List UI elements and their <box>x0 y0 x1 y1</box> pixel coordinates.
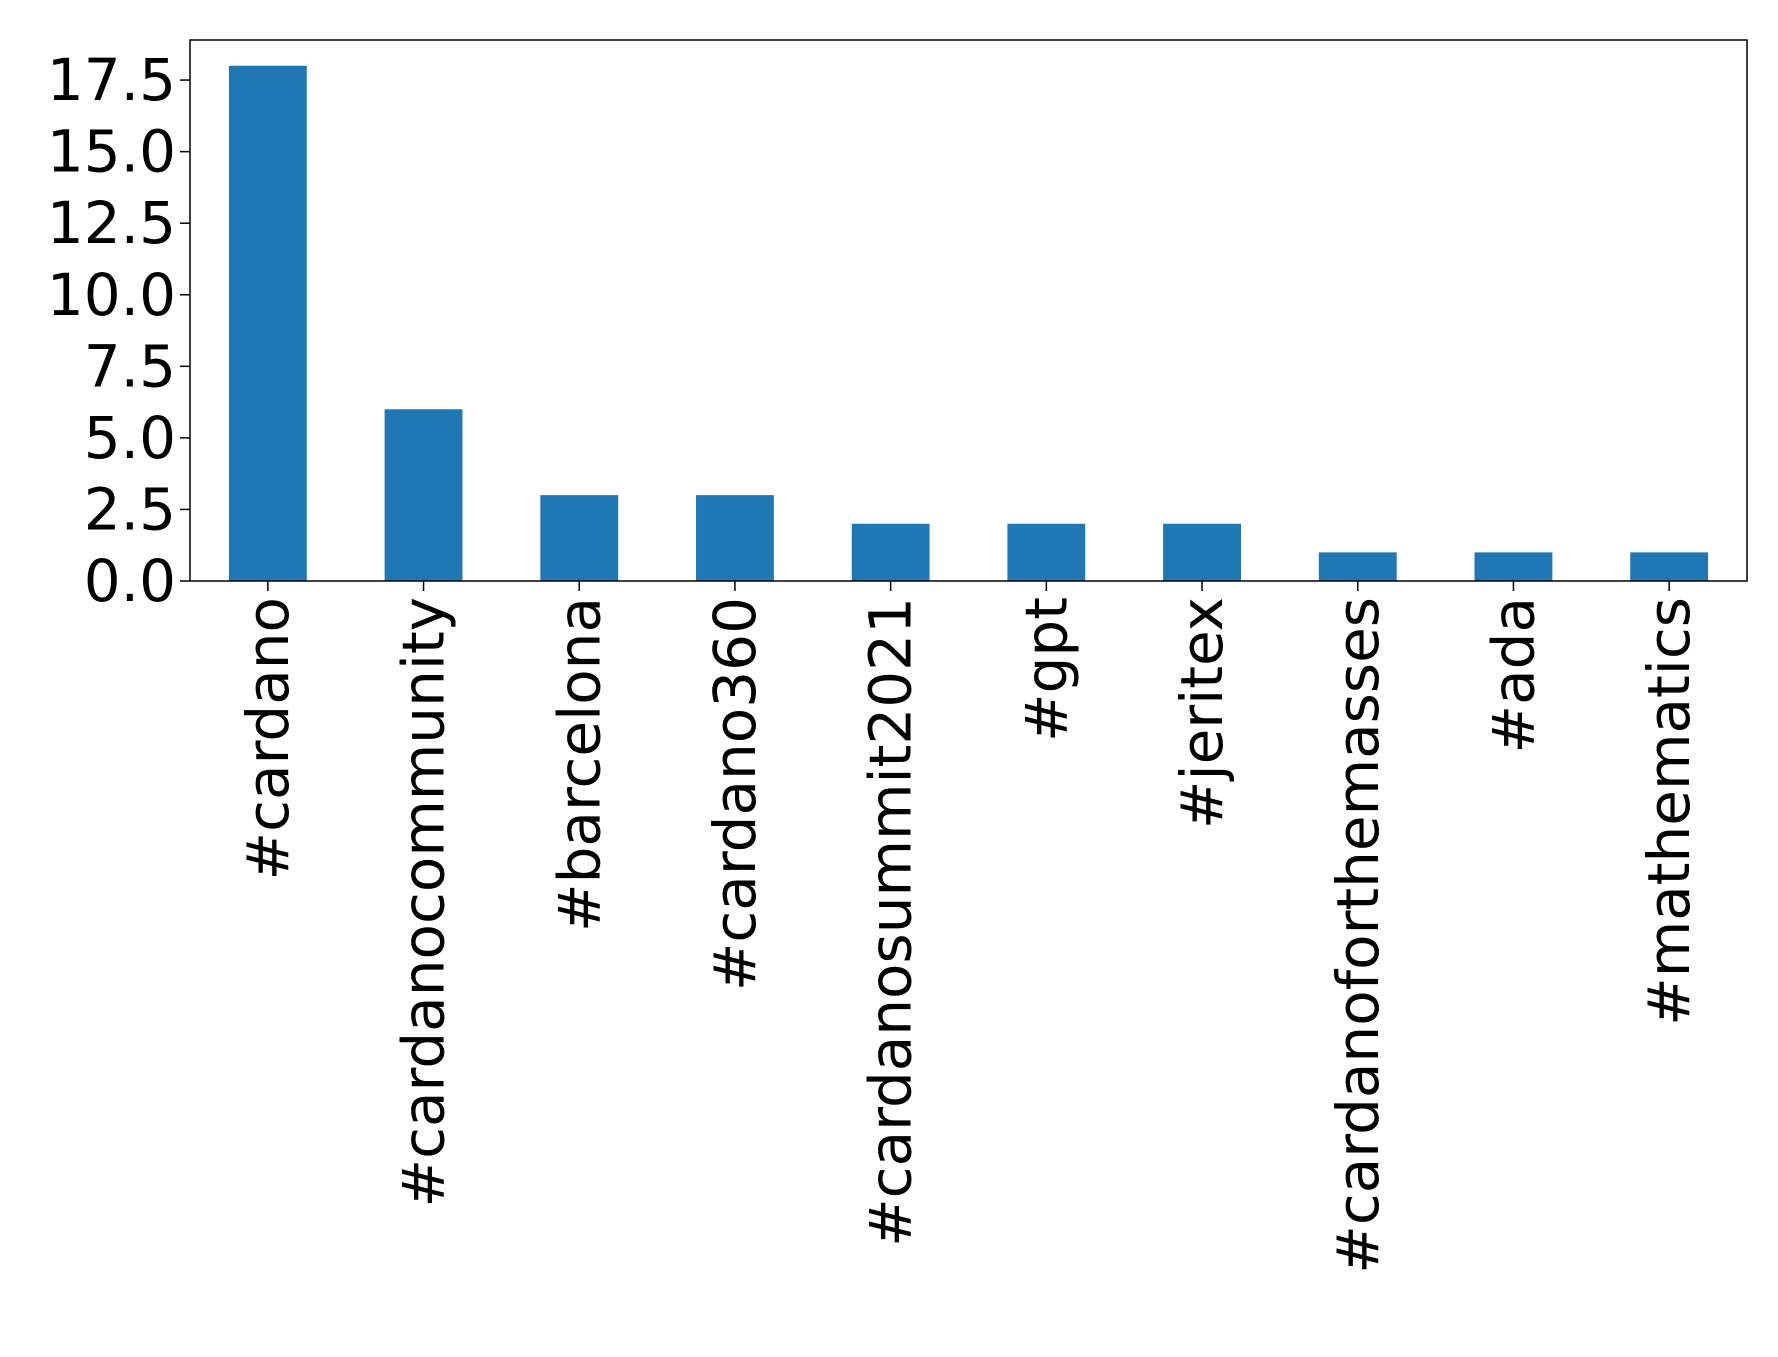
x-tick-label-8: #ada <box>1479 597 1547 754</box>
bar-9 <box>1630 552 1709 581</box>
bar-2 <box>540 495 619 581</box>
y-tick-label-4: 10.0 <box>47 261 176 329</box>
bar-0 <box>228 65 307 581</box>
x-tick-label-5: #gpt <box>1012 597 1080 742</box>
y-axis: 0.02.55.07.510.012.515.017.5 <box>47 46 190 615</box>
y-tick-label-6: 15.0 <box>47 118 176 186</box>
plot-frame <box>189 39 1748 582</box>
y-tick-label-1: 2.5 <box>84 475 176 543</box>
x-tick-label-1: #cardanocommunity <box>390 597 458 1208</box>
y-tick-label-2: 5.0 <box>84 404 176 472</box>
x-tick-label-7: #cardanoforthemasses <box>1324 597 1392 1274</box>
bar-7 <box>1318 552 1397 581</box>
y-tick-label-5: 12.5 <box>47 189 176 257</box>
x-tick-label-0: #cardano <box>234 597 302 880</box>
y-tick-label-7: 17.5 <box>47 46 176 114</box>
bar-4 <box>851 523 930 581</box>
x-tick-label-4: #cardanosummit2021 <box>857 597 925 1247</box>
x-axis: #cardano #cardanocommunity #barcelona #card… <box>234 581 1703 1274</box>
bar-6 <box>1163 523 1241 581</box>
x-tick-label-2: #barcelona <box>545 597 613 932</box>
x-tick-label-3: #cardano360 <box>701 597 769 991</box>
bar-8 <box>1474 552 1553 581</box>
bar-5 <box>1007 523 1086 581</box>
bar-1 <box>384 409 463 581</box>
x-tick-label-9: #mathematics <box>1635 597 1703 1026</box>
bars-group <box>228 65 1709 581</box>
y-tick-label-3: 7.5 <box>84 332 176 400</box>
bar-3 <box>696 495 774 581</box>
x-tick-label-6: #jeritex <box>1168 597 1236 829</box>
y-tick-label-0: 0.0 <box>84 547 176 615</box>
